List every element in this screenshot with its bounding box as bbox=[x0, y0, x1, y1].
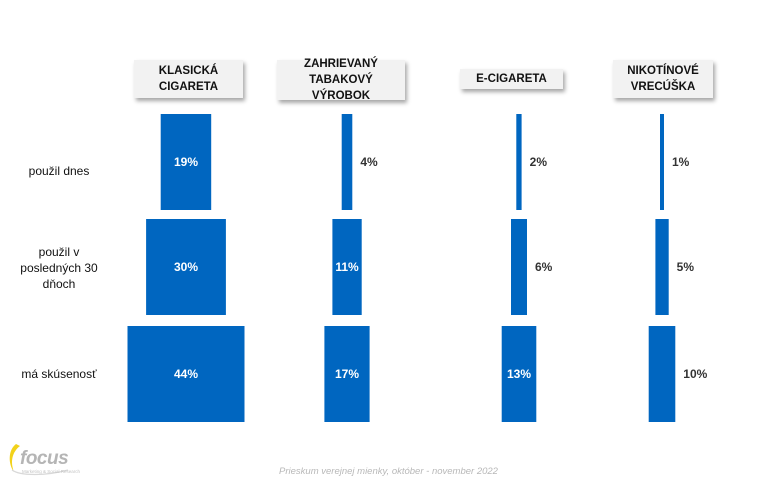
data-label-r2-c3: 6% bbox=[535, 260, 553, 274]
data-label-r3-c2: 17% bbox=[335, 367, 359, 381]
data-label-r1-c3: 2% bbox=[530, 155, 548, 169]
logo-tagline: Marketing & Social Research bbox=[22, 469, 81, 474]
focus-logo: focus Marketing & Social Research bbox=[6, 440, 81, 478]
data-label-r2-c2: 11% bbox=[335, 260, 359, 274]
column-header-2: ZAHRIEVANÝ TABAKOVÝ VÝROBOK bbox=[277, 58, 405, 102]
data-label-r1-c2: 4% bbox=[360, 155, 378, 169]
data-label-r3-c4: 10% bbox=[683, 367, 707, 381]
bar-r2-c4 bbox=[655, 219, 669, 315]
column-header-3: E-CIGARETA bbox=[460, 69, 563, 89]
column-header-4: NIKOTÍNOVÉ VRECÚŠKA bbox=[613, 60, 713, 98]
bar-r2-c3 bbox=[511, 219, 527, 315]
bar-r1-c4 bbox=[660, 114, 664, 210]
data-label-r1-c1: 19% bbox=[174, 155, 198, 169]
logo-swoosh-icon bbox=[9, 444, 69, 476]
bar-r3-c2 bbox=[324, 326, 370, 422]
row-label-2: použil v posledných 30 dňoch bbox=[20, 245, 98, 291]
bar-r3-c4 bbox=[648, 326, 676, 422]
bar-r2-c1 bbox=[146, 219, 226, 315]
column-header-1: KLASICKÁ CIGARETA bbox=[134, 60, 243, 98]
data-label-r2-c1: 30% bbox=[174, 260, 198, 274]
bar-r2-c2 bbox=[332, 219, 362, 315]
bar-r3-c1 bbox=[127, 326, 245, 422]
bar-r3-c3 bbox=[501, 326, 537, 422]
data-label-r1-c4: 1% bbox=[672, 155, 690, 169]
row-label-3: má skúsenosť bbox=[21, 367, 97, 381]
data-label-r3-c3: 13% bbox=[507, 367, 531, 381]
data-label-r3-c1: 44% bbox=[174, 367, 198, 381]
footer-source: Prieskum verejnej mienky, október - nove… bbox=[279, 466, 498, 477]
bar-r1-c3 bbox=[516, 114, 522, 210]
data-label-r2-c4: 5% bbox=[677, 260, 695, 274]
bar-r1-c2 bbox=[341, 114, 353, 210]
logo-wordmark: focus bbox=[20, 448, 69, 469]
bar-r1-c1 bbox=[160, 114, 212, 210]
row-label-1: použil dnes bbox=[28, 164, 90, 178]
